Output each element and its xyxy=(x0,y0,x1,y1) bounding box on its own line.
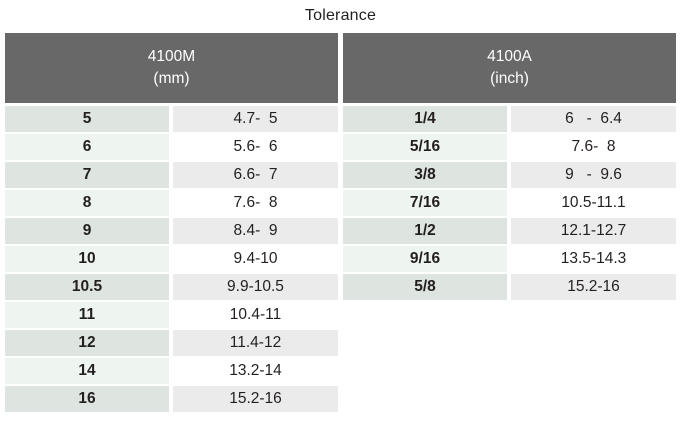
tolerance-range-cell: 8.4- 9 xyxy=(173,218,338,244)
size-cell: 10.5 xyxy=(5,274,169,300)
tolerance-range-cell: 4.7- 5 xyxy=(173,106,338,132)
table-row: 5/16 7.6- 8 xyxy=(343,134,676,160)
tolerance-range-cell: 13.5-14.3 xyxy=(511,246,676,272)
section-4100A-header: 4100A (inch) xyxy=(343,33,676,103)
tolerance-range-cell: 9.9-10.5 xyxy=(173,274,338,300)
tolerance-range-cell: 11.4-12 xyxy=(173,330,338,356)
tolerance-range-cell: 10.4-11 xyxy=(173,302,338,328)
tolerance-range-cell: 5.6- 6 xyxy=(173,134,338,160)
size-cell: 3/8 xyxy=(343,162,507,188)
tolerance-range-cell: 9 - 9.6 xyxy=(511,162,676,188)
size-cell: 12 xyxy=(5,330,169,356)
table-row: 10 9.4-10 xyxy=(5,246,338,272)
page-title: Tolerance xyxy=(304,7,377,24)
table-row: 3/8 9 - 9.6 xyxy=(343,162,676,188)
table-row: 5/8 15.2-16 xyxy=(343,274,676,300)
section-4100A-rows: 1/4 6 - 6.4 5/16 7.6- 8 3/8 9 - 9.6 7/16 10.5-1… xyxy=(343,106,676,300)
size-cell: 9 xyxy=(5,218,169,244)
tolerance-range-cell: 15.2-16 xyxy=(511,274,676,300)
tolerance-range-cell: 12.1-12.7 xyxy=(511,218,676,244)
tolerance-range-cell: 7.6- 8 xyxy=(173,190,338,216)
size-cell: 10 xyxy=(5,246,169,272)
size-cell: 1/4 xyxy=(343,106,507,132)
tolerance-range-cell: 9.4-10 xyxy=(173,246,338,272)
size-cell: 6 xyxy=(5,134,169,160)
size-cell: 5/16 xyxy=(343,134,507,160)
size-cell: 7/16 xyxy=(343,190,507,216)
tolerance-range-cell: 13.2-14 xyxy=(173,358,338,384)
table-row: 14 13.2-14 xyxy=(5,358,338,384)
section-4100A: 4100A (inch) 1/4 6 - 6.4 5/16 7.6- 8 3/8 9 - … xyxy=(343,33,676,302)
tolerance-range-cell: 15.2-16 xyxy=(173,386,338,412)
table-row: 16 15.2-16 xyxy=(5,386,338,412)
section-name: 4100A xyxy=(487,48,532,65)
table-row: 12 11.4-12 xyxy=(5,330,338,356)
section-4100M-rows: 5 4.7- 5 6 5.6- 6 7 6.6- 7 8 7.6- 8 9 8.4- 9 10 9.4… xyxy=(5,106,338,412)
table-row: 1/2 12.1-12.7 xyxy=(343,218,676,244)
section-name: 4100M xyxy=(147,48,196,65)
section-unit: (inch) xyxy=(490,70,529,87)
table-row: 9/16 13.5-14.3 xyxy=(343,246,676,272)
section-4100M-header: 4100M (mm) xyxy=(5,33,338,103)
tolerance-range-cell: 6 - 6.4 xyxy=(511,106,676,132)
size-cell: 14 xyxy=(5,358,169,384)
table-row: 10.5 9.9-10.5 xyxy=(5,274,338,300)
table-row: 7/16 10.5-11.1 xyxy=(343,190,676,216)
section-unit: (mm) xyxy=(153,70,190,87)
size-cell: 8 xyxy=(5,190,169,216)
table-row: 11 10.4-11 xyxy=(5,302,338,328)
table-row: 9 8.4- 9 xyxy=(5,218,338,244)
tolerance-range-cell: 6.6- 7 xyxy=(173,162,338,188)
tolerance-range-cell: 7.6- 8 xyxy=(511,134,676,160)
table-row: 7 6.6- 7 xyxy=(5,162,338,188)
size-cell: 1/2 xyxy=(343,218,507,244)
table-row: 6 5.6- 6 xyxy=(5,134,338,160)
size-cell: 5 xyxy=(5,106,169,132)
tolerance-range-cell: 10.5-11.1 xyxy=(511,190,676,216)
size-cell: 9/16 xyxy=(343,246,507,272)
table-row: 5 4.7- 5 xyxy=(5,106,338,132)
size-cell: 7 xyxy=(5,162,169,188)
table-row: 8 7.6- 8 xyxy=(5,190,338,216)
size-cell: 5/8 xyxy=(343,274,507,300)
table-row: 1/4 6 - 6.4 xyxy=(343,106,676,132)
size-cell: 16 xyxy=(5,386,169,412)
size-cell: 11 xyxy=(5,302,169,328)
